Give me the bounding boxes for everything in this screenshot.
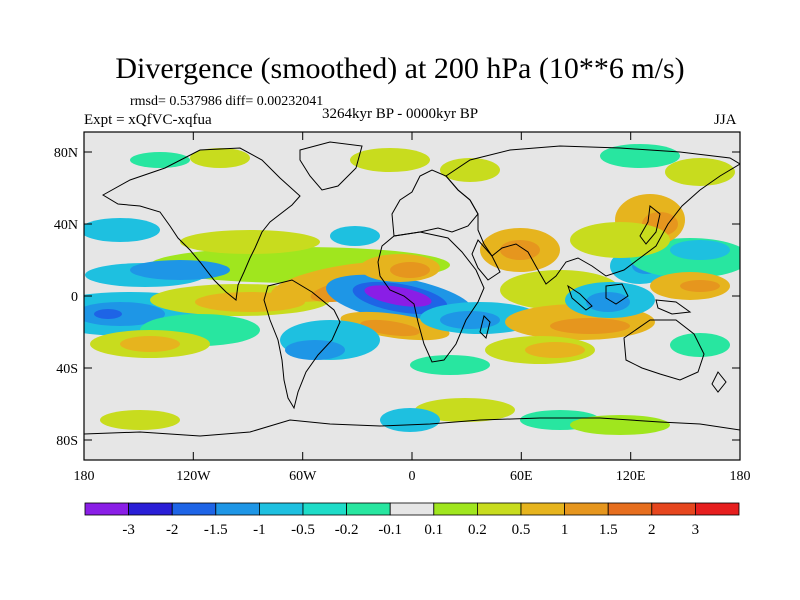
coast-north-america [102, 147, 301, 301]
chart-title: Divergence (smoothed) at 200 hPa (10**6 … [115, 52, 685, 85]
contour-region [500, 240, 540, 260]
colorbar-swatch [215, 502, 260, 516]
contour-region [550, 318, 630, 334]
map-axes: 80N 40N 0 40S 80S 180 120W 60W 0 60E 120E 180 [54, 132, 751, 484]
contour-region [130, 260, 230, 280]
coast-asia [445, 145, 740, 285]
contour-region [100, 410, 180, 430]
experiment-label: Expt = xQfVC-xqfua [84, 112, 212, 128]
colorbar-label: 1 [561, 522, 569, 538]
colorbar-label: 0.5 [512, 522, 531, 538]
lon-tick-label: 180 [730, 469, 751, 484]
colorbar-swatch [258, 502, 304, 516]
coast-africa [377, 231, 485, 363]
contour-region [330, 226, 380, 246]
contour-region [670, 240, 730, 260]
colorbar-swatch [607, 502, 653, 516]
contour-region [390, 262, 430, 278]
contour-region [440, 158, 500, 182]
colorbar-swatch [651, 502, 696, 516]
colorbar-swatch [433, 502, 478, 516]
colorbar-label: 0.2 [468, 522, 487, 538]
coast-japan [639, 205, 661, 245]
lat-tick-label: 80S [56, 434, 78, 449]
coast-arabia [471, 239, 501, 281]
colorbar-label: -2 [166, 522, 179, 538]
coast-new-guinea [655, 299, 692, 315]
contour-region [364, 285, 432, 307]
contour-region [350, 148, 430, 172]
coast-south-america [263, 279, 341, 410]
contour-region [84, 218, 160, 242]
colorbar-swatch [695, 502, 740, 516]
coastlines [84, 141, 740, 437]
colorbar-label: 3 [692, 522, 700, 538]
colorbar-swatch [564, 502, 609, 516]
lat-tick-label: 0 [71, 290, 78, 305]
season-label: JJA [714, 112, 737, 128]
contour-region [525, 342, 585, 358]
contour-region [94, 309, 122, 319]
colorbar-label: -0.1 [378, 522, 402, 538]
lat-tick-label: 80N [54, 146, 78, 161]
contour-region [380, 408, 440, 432]
contour-region [440, 311, 500, 329]
colorbar-swatch [84, 502, 129, 516]
coast-sumatra [567, 284, 593, 311]
contour-region [130, 152, 190, 168]
lon-tick-label: 120W [176, 469, 211, 484]
coast-madagascar [479, 315, 491, 339]
contour-region [570, 415, 670, 435]
lon-tick-label: 0 [409, 469, 416, 484]
colorbar-swatch [389, 502, 435, 516]
contour-region [680, 280, 720, 292]
rmsd-diff-stats: rmsd= 0.537986 diff= 0.00232041 [130, 94, 324, 109]
lat-tick-label: 40N [54, 218, 78, 233]
colorbar-label: 0.1 [424, 522, 443, 538]
coast-new-zealand [711, 371, 727, 393]
contour-region [586, 292, 630, 312]
contour-region [410, 355, 490, 375]
colorbar-label: -0.5 [291, 522, 315, 538]
period-label: 3264kyr BP - 0000kyr BP [322, 106, 479, 122]
colorbar-swatch [520, 502, 565, 516]
colorbar-swatch [302, 502, 347, 516]
colorbar-label: -1 [253, 522, 266, 538]
lon-tick-label: 120E [616, 469, 646, 484]
colorbar-label: -0.2 [335, 522, 359, 538]
coast-australia [623, 319, 705, 381]
contour-region [665, 158, 735, 186]
lat-tick-label: 40S [56, 362, 78, 377]
colorbar-swatch [128, 502, 173, 516]
contour-region [600, 144, 680, 168]
coast-antarctica [84, 417, 740, 437]
colorbar-swatch [476, 502, 522, 516]
lon-tick-label: 180 [74, 469, 95, 484]
coast-borneo [605, 283, 629, 305]
contour-region [190, 148, 250, 168]
contour-region [180, 230, 320, 254]
contour-region [285, 340, 345, 360]
contour-region [84, 302, 165, 326]
colorbar: -3 -2 -1.5 -1 -0.5 -0.2 -0.1 0.1 0.2 0.5 1 1.5 2 3 [84, 502, 740, 538]
contour-region [415, 398, 515, 422]
lon-tick-label: 60E [510, 469, 533, 484]
colorbar-swatch [171, 502, 217, 516]
contour-region [120, 336, 180, 352]
lon-tick-label: 60W [289, 469, 317, 484]
coast-greenland [299, 141, 363, 191]
colorbar-label: -3 [122, 522, 135, 538]
contour-region [570, 222, 670, 258]
colorbar-label: 1.5 [599, 522, 618, 538]
colorbar-swatch [346, 502, 391, 516]
colorbar-label: -1.5 [204, 522, 228, 538]
colorbar-label: 2 [648, 522, 656, 538]
